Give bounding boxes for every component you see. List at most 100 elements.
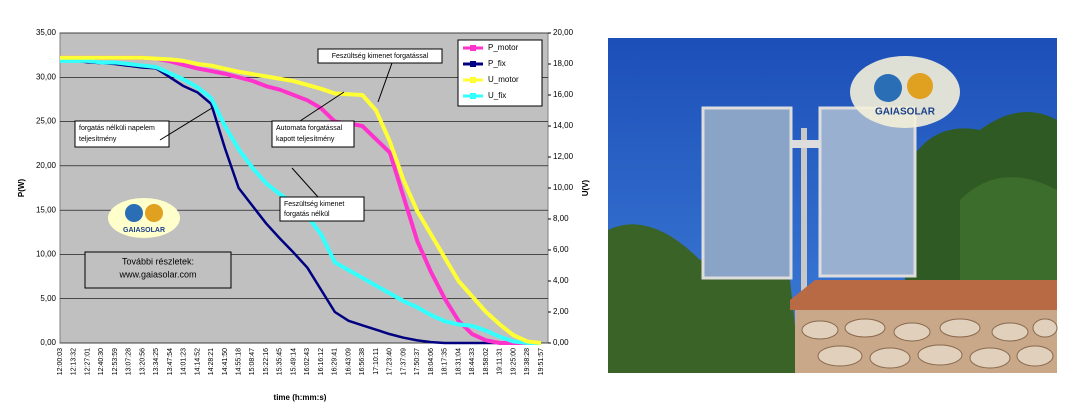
x-tick-label: 13:20:56: [139, 348, 146, 375]
legend-marker: [470, 77, 476, 83]
solar-panel: [701, 106, 793, 280]
x-tick-label: 14:41:50: [222, 348, 229, 375]
legend-marker: [470, 61, 476, 67]
y2-tick-label: 12,00: [553, 152, 574, 161]
x-tick-label: 12:13:32: [71, 348, 78, 375]
y2-tick-label: 0,00: [553, 338, 569, 347]
x-tick-label: 19:11:31: [497, 348, 504, 375]
y2-tick-label: 18,00: [553, 59, 574, 68]
x-tick-label: 17:23:40: [387, 348, 394, 375]
annotation: Feszültség kimenet: [284, 201, 344, 208]
photo: GAIASOLAR: [608, 38, 1058, 373]
x-tick-label: 17:10:11: [373, 348, 380, 375]
y-tick-label: 10,00: [36, 250, 57, 259]
x-tick-label: 16:29:41: [332, 348, 339, 375]
legend-label: P_fix: [488, 59, 506, 68]
legend-marker: [470, 45, 476, 51]
logo: [108, 198, 180, 238]
x-tick-label: 16:43:09: [345, 348, 352, 375]
x-axis-title: time (h:mm:s): [274, 393, 327, 402]
series-line: [60, 55, 542, 345]
legend-label: U_motor: [488, 75, 519, 84]
legend: P_motor P_fix U_motor U_fix: [457, 39, 543, 107]
x-tick-label: 14:28:21: [208, 348, 215, 375]
x-tick-label: 13:47:54: [167, 348, 174, 375]
annotation-box: [271, 120, 355, 148]
x-tick-label: 19:38:28: [524, 348, 531, 375]
y2-tick-label: 8,00: [553, 214, 569, 223]
photo-logo: [850, 56, 960, 128]
arrow: [159, 107, 213, 141]
arrow: [377, 62, 393, 103]
solar-panel: [818, 106, 917, 278]
y-tick-label: 15,00: [36, 205, 57, 214]
lines: [59, 55, 542, 345]
y-tick-label: 0,00: [40, 338, 56, 347]
y-tick-label: 25,00: [36, 117, 57, 126]
y2-tick-label: 6,00: [553, 245, 569, 254]
logo-globe: [125, 204, 143, 222]
roof-tiles: [790, 280, 1057, 310]
x-tick-label: 19:51:57: [538, 348, 545, 375]
y2-tick-label: 16,00: [553, 90, 574, 99]
legend-marker: [470, 93, 476, 99]
legend-label: U_fix: [488, 91, 506, 100]
y-tick-label: 30,00: [36, 72, 57, 81]
arrow: [299, 91, 345, 122]
x-tick-label: 12:00:03: [57, 348, 64, 375]
y2-tick-label: 14,00: [553, 121, 574, 130]
y-axis-title: P(W): [17, 179, 26, 198]
annotation-box: [84, 251, 232, 289]
x-tick-label: 15:22:16: [263, 348, 270, 375]
annotation: További részletek:: [122, 256, 194, 266]
annotation: www.gaiasolar.com: [118, 269, 196, 279]
annotation: kapott teljesítmény: [276, 136, 335, 143]
x-tick-label: 18:31:04: [455, 348, 462, 375]
annotations: [74, 48, 443, 289]
x-tick-label: 17:37:09: [400, 348, 407, 375]
y-tick-label: 20,00: [36, 161, 57, 170]
annotation: forgatás nélküli napelem: [79, 125, 155, 132]
x-tick-label: 12:53:59: [112, 348, 119, 375]
x-tick-label: 13:07:28: [126, 348, 133, 375]
bracket: [790, 140, 820, 148]
y-tick-label: 5,00: [40, 294, 56, 303]
x-tick-label: 19:25:00: [510, 348, 517, 375]
x-tick-label: 13:34:25: [153, 348, 160, 375]
x-tick-label: 14:55:18: [236, 348, 243, 375]
stones: [801, 318, 1058, 369]
x-tick-label: 15:35:45: [277, 348, 284, 375]
annotation: forgatás nélkül: [284, 211, 330, 218]
x-tick-label: 18:17:35: [442, 348, 449, 375]
y2-tick-label: 20,00: [553, 28, 574, 37]
x-tick-label: 17:50:37: [414, 348, 421, 375]
y-tick-label: 35,00: [36, 28, 57, 37]
annotation: Automata forgatással: [276, 125, 343, 132]
x-tick-label: 18:58:02: [483, 348, 490, 375]
x-tick-label: 16:02:43: [304, 348, 311, 375]
x-tick-label: 16:16:12: [318, 348, 325, 375]
x-tick-label: 18:44:33: [469, 348, 476, 375]
x-tick-label: 16:56:38: [359, 348, 366, 375]
annotation-box: [317, 48, 443, 64]
annotation: Feszültség kimenet forgatással: [332, 53, 429, 60]
logo-sun: [907, 73, 933, 99]
x-tick-label: 12:27:01: [84, 348, 91, 375]
logo-sun: [145, 204, 163, 222]
y2-axis-title: U(V): [581, 179, 590, 196]
annotation: teljesítmény: [79, 136, 117, 143]
arrow: [291, 167, 319, 198]
y2-tick-label: 10,00: [553, 183, 574, 192]
x-tick-label: 14:01:23: [181, 348, 188, 375]
x-tick-label: 18:04:06: [428, 348, 435, 375]
y2-tick-label: 2,00: [553, 307, 569, 316]
annotation-box: [279, 196, 365, 222]
x-tick-label: 14:14:52: [194, 348, 201, 375]
logo-text: GAIASOLAR: [123, 227, 165, 234]
pole: [801, 128, 807, 298]
legend-label: P_motor: [488, 43, 519, 52]
logo-globe: [874, 74, 902, 102]
photo-logo-text: GAIASOLAR: [875, 107, 936, 118]
